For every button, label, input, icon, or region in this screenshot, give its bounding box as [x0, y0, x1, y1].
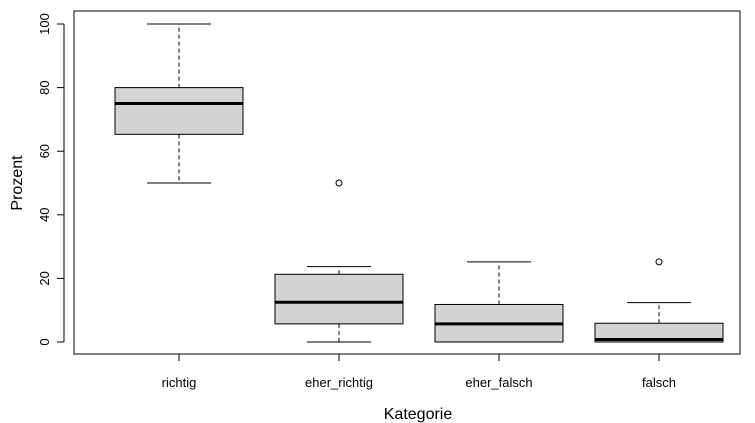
y-tick-label: 20: [37, 271, 52, 285]
x-tick-label: eher_falsch: [465, 375, 532, 390]
x-tick-label: richtig: [162, 375, 197, 390]
box-eher-richtig: [274, 179, 404, 343]
y-tick-label: 60: [37, 144, 52, 158]
x-tick-label: eher_richtig: [305, 375, 373, 390]
iqr-box: [594, 322, 724, 343]
y-tick-label: 40: [37, 208, 52, 222]
outlier-point: [335, 179, 343, 187]
x-axis: richtig eher_richtig eher_falsch falsch: [162, 353, 676, 390]
y-tick-label: 100: [37, 13, 52, 35]
iqr-box: [114, 87, 244, 135]
outlier-point: [655, 258, 663, 266]
y-tick-label: 0: [37, 338, 52, 345]
box-series: [114, 23, 724, 343]
iqr-box: [274, 273, 404, 325]
box-richtig: [114, 23, 244, 184]
y-axis: 0 20 40 60 80 100: [37, 13, 65, 346]
x-axis-title: Kategorie: [384, 406, 453, 423]
box-falsch: [594, 258, 724, 343]
y-axis-title: Prozent: [9, 155, 26, 211]
x-tick-label: falsch: [642, 375, 676, 390]
y-tick-label: 80: [37, 80, 52, 94]
box-eher-falsch: [434, 261, 564, 343]
